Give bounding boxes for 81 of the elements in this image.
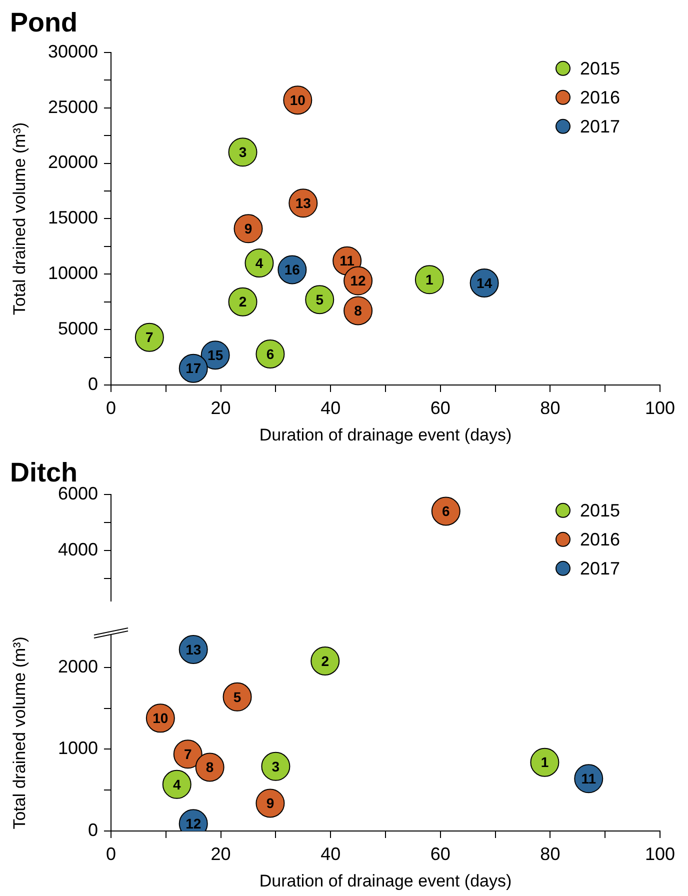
x-tick-label: 40 xyxy=(320,398,341,418)
legend-label: 2016 xyxy=(580,87,620,108)
annotation: 9 xyxy=(266,795,274,812)
point xyxy=(414,265,444,294)
point xyxy=(173,740,202,769)
annotation: 3 xyxy=(272,758,280,774)
point xyxy=(305,285,334,314)
annotation: 10 xyxy=(290,92,306,108)
y-tick-label: 2000 xyxy=(58,656,98,676)
x-tick-label: 100 xyxy=(644,844,676,864)
point xyxy=(344,296,373,326)
annotation: 5 xyxy=(233,688,242,705)
x-tick-label: 80 xyxy=(540,844,560,864)
x-tick-label: 20 xyxy=(210,844,231,864)
point xyxy=(256,339,285,368)
x-axis-title: Duration of drainage event (days) xyxy=(259,425,512,444)
annotation: 1 xyxy=(540,754,549,770)
legend-label: 2017 xyxy=(580,116,620,136)
point xyxy=(530,748,560,777)
annotation: 16 xyxy=(284,262,300,278)
annotation: 6 xyxy=(442,503,450,520)
annotation: 12 xyxy=(350,272,366,289)
annotation: 11 xyxy=(581,770,596,787)
point xyxy=(162,770,192,799)
point xyxy=(310,646,340,676)
y-tick-label: 20000 xyxy=(48,152,98,172)
x-tick-label: 40 xyxy=(320,844,341,864)
annotation: 10 xyxy=(152,710,168,726)
chart-title: Pond xyxy=(10,8,78,38)
y-axis-title: Total drained volume (m³) xyxy=(10,636,29,830)
y-tick-label: 0 xyxy=(88,820,98,840)
x-tick-label: 60 xyxy=(430,398,450,418)
x-tick-label: 60 xyxy=(430,844,450,864)
point xyxy=(134,322,164,352)
point xyxy=(222,682,252,712)
annotation: 12 xyxy=(186,816,202,832)
y-axis-title: Total drained volume (m³) xyxy=(10,122,29,316)
y-tick-label: 10000 xyxy=(48,263,98,284)
point xyxy=(228,287,258,316)
annotation: 13 xyxy=(186,641,202,658)
annotation: 3 xyxy=(238,144,247,160)
y-tick-label: 1000 xyxy=(58,738,98,758)
annotation: 11 xyxy=(340,252,355,269)
y-tick-label: 0 xyxy=(88,374,98,394)
annotation: 7 xyxy=(184,746,192,762)
annotation: 13 xyxy=(295,195,312,212)
point xyxy=(261,752,290,781)
point xyxy=(195,752,224,782)
annotation: 4 xyxy=(255,254,264,271)
x-tick-label: 20 xyxy=(210,398,231,418)
point xyxy=(228,138,258,167)
y-tick-label: 5000 xyxy=(58,318,98,339)
annotation: 14 xyxy=(476,274,492,291)
annotation: 4 xyxy=(172,776,181,792)
annotation: 2 xyxy=(321,652,330,669)
annotation: 8 xyxy=(354,302,362,319)
x-tick-label: 0 xyxy=(106,398,116,418)
annotation: 7 xyxy=(146,329,154,346)
legend-label: 2015 xyxy=(580,500,620,520)
y-tick-label: 15000 xyxy=(48,208,98,228)
legend-label: 2015 xyxy=(580,58,620,78)
annotation: 15 xyxy=(208,346,224,363)
point xyxy=(234,214,263,244)
annotation: 2 xyxy=(238,294,247,310)
x-tick-label: 80 xyxy=(540,398,560,418)
y-tick-label: 25000 xyxy=(48,96,98,117)
y-tick-label: 4000 xyxy=(58,540,98,560)
annotation: 6 xyxy=(266,346,274,362)
x-axis-title: Duration of drainage event (days) xyxy=(259,871,512,890)
x-tick-label: 100 xyxy=(644,398,676,418)
legend-label: 2017 xyxy=(580,558,620,578)
annotation: 17 xyxy=(186,360,202,376)
annotation: 1 xyxy=(426,272,434,288)
annotation: 8 xyxy=(206,759,214,776)
annotation: 9 xyxy=(244,220,252,237)
legend-label: 2016 xyxy=(580,529,620,550)
point xyxy=(256,788,285,818)
x-tick-label: 0 xyxy=(106,844,116,864)
point xyxy=(244,248,274,278)
y-tick-label: 30000 xyxy=(48,41,98,62)
annotation: 5 xyxy=(316,291,324,308)
